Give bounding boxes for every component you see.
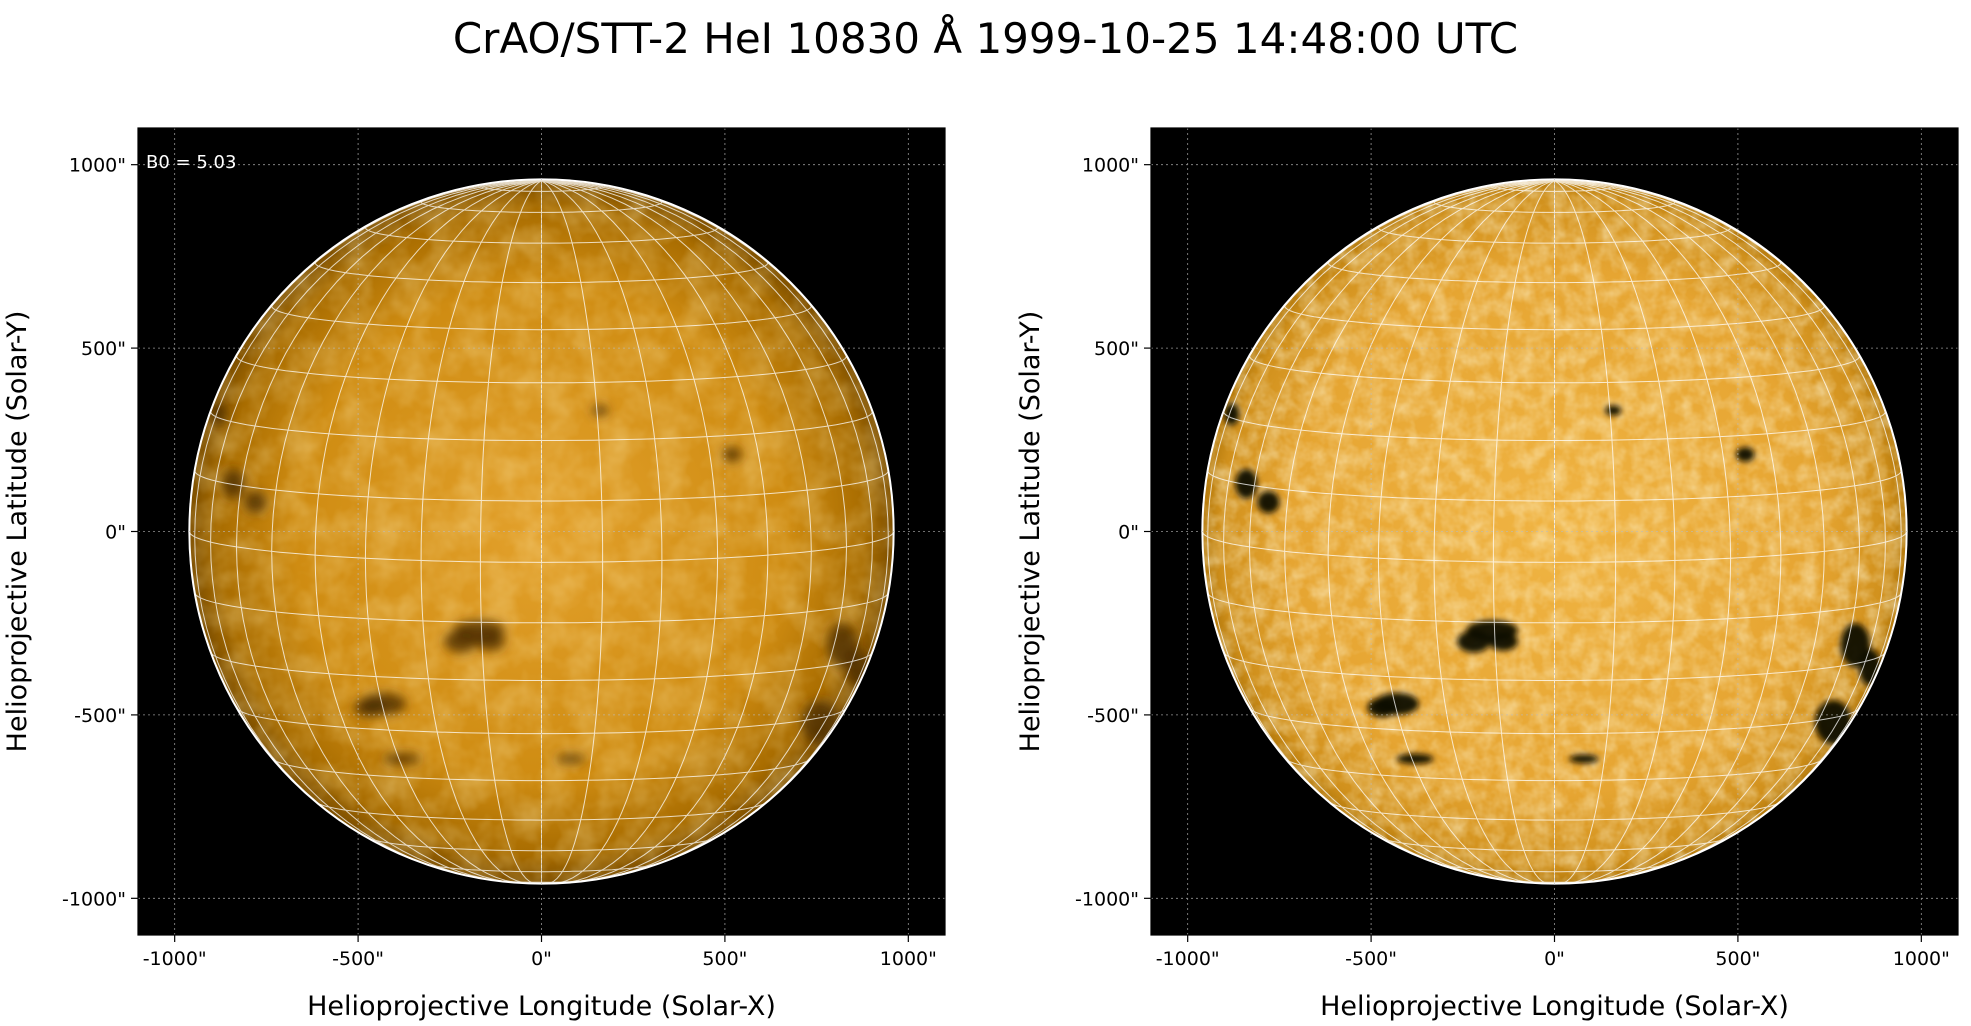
x-tick-label: 500" xyxy=(1715,948,1760,970)
longitude-line xyxy=(541,180,873,874)
x-tick-label: -1000" xyxy=(1156,948,1220,970)
b0-annotation: B0 = 5.03 xyxy=(146,152,236,173)
x-tick-label: 500" xyxy=(702,948,747,970)
longitude-line xyxy=(210,180,542,874)
dark-feature xyxy=(383,753,421,765)
x-tick-label: -1000" xyxy=(143,948,207,970)
x-tick-label: 0" xyxy=(1544,948,1565,970)
x-tick-label: 1000" xyxy=(880,948,937,970)
longitude-line xyxy=(1554,180,1782,883)
longitude-line xyxy=(1377,180,1555,884)
y-axis-label: Helioprojective Latitude (Solar-Y) xyxy=(2,311,33,753)
dark-feature xyxy=(1257,491,1280,514)
y-tick-label: -1000" xyxy=(1075,888,1139,910)
dark-feature xyxy=(592,405,609,416)
x-axis-label: Helioprojective Longitude (Solar-X) xyxy=(1320,991,1789,1022)
dark-feature xyxy=(1367,698,1397,718)
longitude-line xyxy=(541,180,812,882)
longitude-line xyxy=(364,180,542,884)
longitude-line xyxy=(541,180,848,879)
y-tick-label: 0" xyxy=(1118,522,1139,544)
longitude-line xyxy=(541,180,719,884)
heliographic-grid xyxy=(189,180,894,884)
dark-feature xyxy=(1736,447,1755,462)
dark-feature xyxy=(1235,469,1258,499)
longitude-line xyxy=(541,180,663,884)
longitude-line xyxy=(1554,180,1902,847)
y-tick-label: 500" xyxy=(1094,338,1139,360)
longitude-line xyxy=(314,180,542,883)
longitude-line xyxy=(479,180,542,884)
longitude-line xyxy=(235,180,542,879)
y-tick-label: -500" xyxy=(1087,705,1139,727)
dark-feature xyxy=(556,754,586,764)
solar-disk xyxy=(1202,179,1907,884)
dark-feature xyxy=(1605,405,1622,416)
solar-disk xyxy=(189,179,894,884)
longitude-line xyxy=(1327,180,1555,883)
figure-title: CrAO/STT-2 HeI 10830 Å 1999-10-25 14:48:… xyxy=(452,14,1519,63)
longitude-line xyxy=(1223,180,1555,874)
y-tick-label: 0" xyxy=(105,522,126,544)
longitude-line xyxy=(420,180,542,884)
dark-feature xyxy=(1488,632,1518,651)
longitude-line xyxy=(271,180,542,882)
x-tick-label: 0" xyxy=(531,948,552,970)
longitude-line xyxy=(1554,180,1825,882)
longitude-line xyxy=(541,180,604,884)
dark-feature xyxy=(244,491,267,514)
dark-feature xyxy=(723,447,742,462)
longitude-line xyxy=(1554,180,1617,884)
longitude-line xyxy=(1554,180,1676,884)
y-axis-label: Helioprojective Latitude (Solar-Y) xyxy=(1015,311,1046,753)
dark-feature xyxy=(222,469,245,499)
panel-right: -1000" -500" 0" 500" 1000" 1000" 500" 0" -500" -1… xyxy=(1015,127,1959,1022)
y-tick-label: 1000" xyxy=(1082,155,1139,177)
longitude-line xyxy=(541,180,769,883)
dark-feature xyxy=(444,630,478,653)
x-tick-label: -500" xyxy=(1345,948,1397,970)
y-tick-label: -1000" xyxy=(62,888,126,910)
y-tick-label: 500" xyxy=(81,338,126,360)
longitude-line xyxy=(194,180,542,847)
longitude-line xyxy=(1554,180,1732,884)
longitude-line xyxy=(1554,180,1861,879)
y-tick-label: 1000" xyxy=(69,155,126,177)
dark-feature xyxy=(1396,753,1434,765)
x-tick-label: -500" xyxy=(332,948,384,970)
dark-feature xyxy=(1569,754,1599,764)
longitude-line xyxy=(1284,180,1555,882)
dark-feature xyxy=(475,632,505,651)
y-tick-label: -500" xyxy=(74,705,126,727)
longitude-line xyxy=(1433,180,1555,884)
longitude-line xyxy=(1554,180,1886,874)
x-axis-label: Helioprojective Longitude (Solar-X) xyxy=(307,991,776,1022)
longitude-line xyxy=(1248,180,1555,879)
longitude-line xyxy=(541,180,889,847)
longitude-line xyxy=(1492,180,1555,884)
x-tick-label: 1000" xyxy=(1893,948,1950,970)
longitude-line xyxy=(1207,180,1555,847)
dark-feature xyxy=(1457,630,1491,653)
panel-left: -1000" -500" 0" 500" 1000" 1000" 500" 0" -500" -1… xyxy=(2,127,946,1022)
dark-feature xyxy=(354,698,384,718)
